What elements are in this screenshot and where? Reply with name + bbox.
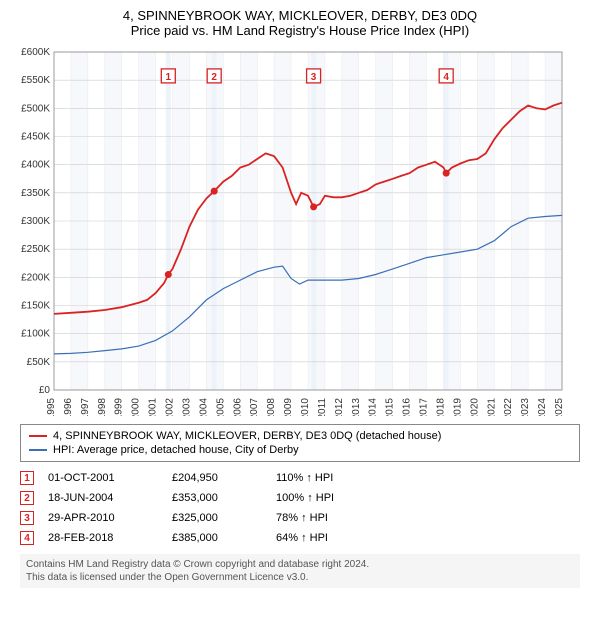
svg-text:2017: 2017 <box>419 398 430 416</box>
transaction-date: 29-APR-2010 <box>48 512 158 524</box>
legend-swatch <box>29 449 47 451</box>
transaction-marker: 1 <box>20 471 34 485</box>
transaction-pct: 78% ↑ HPI <box>276 512 376 524</box>
svg-text:2021: 2021 <box>486 398 497 416</box>
svg-text:2012: 2012 <box>334 398 345 416</box>
svg-text:1996: 1996 <box>63 398 74 416</box>
svg-text:2009: 2009 <box>283 398 294 416</box>
legend: 4, SPINNEYBROOK WAY, MICKLEOVER, DERBY, … <box>20 424 580 462</box>
chart-subtitle: Price paid vs. HM Land Registry's House … <box>10 23 590 38</box>
transaction-pct: 110% ↑ HPI <box>276 472 376 484</box>
svg-text:2011: 2011 <box>317 398 328 416</box>
svg-text:£500K: £500K <box>21 103 50 114</box>
svg-text:2004: 2004 <box>198 398 209 416</box>
svg-text:£300K: £300K <box>21 216 50 227</box>
transaction-table: 1 01-OCT-2001 £204,950 110% ↑ HPI 2 18-JUN-20… <box>20 468 580 548</box>
footer-attribution: Contains HM Land Registry data © Crown c… <box>20 554 580 588</box>
chart-area: £0 £50K £100K £150K £200K £250K £300K £350K £400… <box>10 46 590 416</box>
svg-text:2002: 2002 <box>165 398 176 416</box>
legend-label: 4, SPINNEYBROOK WAY, MICKLEOVER, DERBY, … <box>53 430 441 442</box>
svg-text:£100K: £100K <box>21 329 50 340</box>
svg-text:£200K: £200K <box>21 272 50 283</box>
svg-text:2006: 2006 <box>232 398 243 416</box>
svg-text:2016: 2016 <box>402 398 413 416</box>
transaction-date: 28-FEB-2018 <box>48 532 158 544</box>
svg-text:£450K: £450K <box>21 132 50 143</box>
svg-text:£550K: £550K <box>21 75 50 86</box>
svg-text:2014: 2014 <box>368 398 379 416</box>
svg-text:1: 1 <box>166 72 172 83</box>
chart-container: 4, SPINNEYBROOK WAY, MICKLEOVER, DERBY, … <box>0 0 600 596</box>
transaction-row: 1 01-OCT-2001 £204,950 110% ↑ HPI <box>20 468 580 488</box>
transaction-pct: 64% ↑ HPI <box>276 532 376 544</box>
legend-item: 4, SPINNEYBROOK WAY, MICKLEOVER, DERBY, … <box>29 429 571 443</box>
transaction-date: 18-JUN-2004 <box>48 492 158 504</box>
footer-line: This data is licensed under the Open Gov… <box>26 571 574 584</box>
transaction-marker: 2 <box>20 491 34 505</box>
footer-line: Contains HM Land Registry data © Crown c… <box>26 558 574 571</box>
svg-text:2010: 2010 <box>300 398 311 416</box>
transaction-price: £204,950 <box>172 472 262 484</box>
transaction-marker: 3 <box>20 511 34 525</box>
svg-text:2008: 2008 <box>266 398 277 416</box>
svg-text:1997: 1997 <box>80 398 91 416</box>
transaction-price: £325,000 <box>172 512 262 524</box>
svg-text:£400K: £400K <box>21 160 50 171</box>
svg-text:2025: 2025 <box>554 398 565 416</box>
svg-text:2005: 2005 <box>215 398 226 416</box>
svg-text:2: 2 <box>211 72 217 83</box>
svg-text:£350K: £350K <box>21 188 50 199</box>
line-chart: £0 £50K £100K £150K £200K £250K £300K £350K £400… <box>10 46 570 416</box>
svg-text:£150K: £150K <box>21 301 50 312</box>
svg-text:2013: 2013 <box>351 398 362 416</box>
svg-text:2024: 2024 <box>537 398 548 416</box>
legend-label: HPI: Average price, detached house, City… <box>53 444 299 456</box>
svg-text:1995: 1995 <box>46 398 57 416</box>
svg-text:£600K: £600K <box>21 47 50 58</box>
transaction-date: 01-OCT-2001 <box>48 472 158 484</box>
transaction-row: 2 18-JUN-2004 £353,000 100% ↑ HPI <box>20 488 580 508</box>
transaction-pct: 100% ↑ HPI <box>276 492 376 504</box>
svg-text:2023: 2023 <box>520 398 531 416</box>
svg-text:£50K: £50K <box>27 357 51 368</box>
svg-text:2007: 2007 <box>249 398 260 416</box>
svg-text:1998: 1998 <box>97 398 108 416</box>
svg-text:2003: 2003 <box>181 398 192 416</box>
svg-text:2001: 2001 <box>148 398 159 416</box>
svg-text:2000: 2000 <box>131 398 142 416</box>
svg-text:3: 3 <box>311 72 317 83</box>
svg-text:4: 4 <box>443 72 449 83</box>
svg-text:£0: £0 <box>39 385 51 396</box>
legend-item: HPI: Average price, detached house, City… <box>29 443 571 457</box>
transaction-price: £353,000 <box>172 492 262 504</box>
svg-text:2015: 2015 <box>385 398 396 416</box>
svg-text:1999: 1999 <box>114 398 125 416</box>
transaction-row: 3 29-APR-2010 £325,000 78% ↑ HPI <box>20 508 580 528</box>
transaction-marker: 4 <box>20 531 34 545</box>
svg-text:2018: 2018 <box>435 398 446 416</box>
svg-text:£250K: £250K <box>21 244 50 255</box>
chart-title: 4, SPINNEYBROOK WAY, MICKLEOVER, DERBY, … <box>10 8 590 23</box>
svg-text:2022: 2022 <box>503 398 514 416</box>
transaction-row: 4 28-FEB-2018 £385,000 64% ↑ HPI <box>20 528 580 548</box>
svg-text:2020: 2020 <box>469 398 480 416</box>
svg-text:2019: 2019 <box>452 398 463 416</box>
legend-swatch <box>29 435 47 437</box>
transaction-price: £385,000 <box>172 532 262 544</box>
